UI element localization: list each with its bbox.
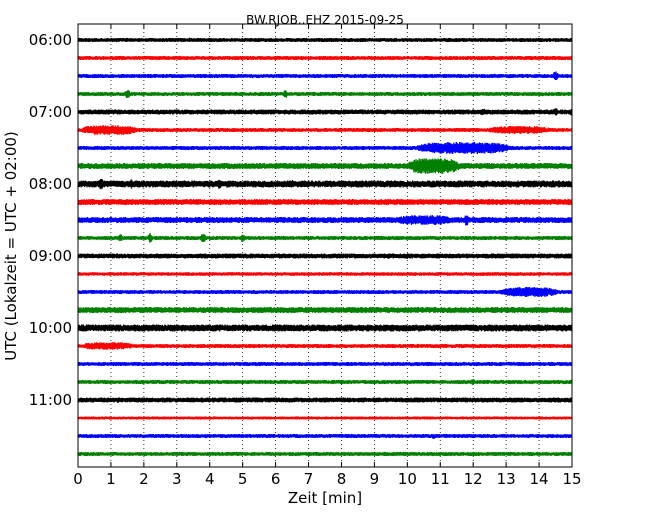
y-tick-label-0: 06:00: [29, 31, 72, 49]
x-tick-label-15: 15: [562, 470, 581, 488]
x-tick-label-8: 8: [337, 470, 347, 488]
trace-0700: [77, 108, 573, 116]
trace-0630: [77, 71, 573, 80]
plot-frame: [77, 23, 573, 468]
trace-1115: [77, 416, 573, 420]
x-tick-label-2: 2: [139, 470, 149, 488]
x-tick-label-11: 11: [431, 470, 450, 488]
trace-0930: [77, 287, 573, 298]
trace-0900: [77, 253, 573, 259]
x-tick-label-6: 6: [271, 470, 281, 488]
y-tick-label-5: 11:00: [29, 391, 72, 409]
trace-0845: [77, 233, 573, 243]
trace-0600: [77, 37, 573, 43]
x-axis-ticks: 0 1 2 3 4 5 6 7 8 9 10 11 12 13 14 15: [73, 24, 582, 488]
y-axis-label: UTC (Lokalzeit = UTC + 02:00): [2, 131, 20, 361]
trace-0830: [77, 215, 573, 226]
trace-0800: [77, 178, 573, 190]
trace-0730: [77, 142, 573, 154]
x-tick-label-13: 13: [497, 470, 516, 488]
x-tick-label-12: 12: [464, 470, 483, 488]
x-tick-label-1: 1: [106, 470, 116, 488]
trace-1130: [77, 433, 573, 439]
seismic-traces: [77, 37, 573, 457]
x-tick-label-10: 10: [398, 470, 417, 488]
y-tick-label-1: 07:00: [29, 103, 72, 121]
trace-0915: [77, 272, 573, 276]
x-tick-label-3: 3: [172, 470, 182, 488]
trace-1015: [77, 342, 573, 350]
x-axis-label: Zeit [min]: [288, 489, 362, 507]
trace-0615: [77, 55, 573, 61]
trace-0815: [77, 198, 573, 206]
y-tick-label-2: 08:00: [29, 175, 72, 193]
x-tick-label-9: 9: [370, 470, 380, 488]
trace-1030: [77, 361, 573, 367]
trace-1000: [77, 324, 573, 332]
trace-1045: [77, 379, 573, 385]
trace-0715: [77, 125, 573, 135]
x-tick-label-7: 7: [304, 470, 314, 488]
trace-1100: [77, 397, 573, 403]
chart-title: BW.RJOB..EHZ 2015-09-25: [246, 13, 404, 27]
trace-0745: [77, 158, 573, 174]
x-tick-label-14: 14: [530, 470, 549, 488]
y-tick-label-3: 09:00: [29, 247, 72, 265]
x-tick-label-4: 4: [205, 470, 215, 488]
x-tick-label-5: 5: [238, 470, 248, 488]
y-axis-ticks: 06:00 07:00 08:00 09:00 10:00 11:00: [29, 31, 572, 409]
trace-1145: [77, 451, 573, 457]
x-tick-label-0: 0: [73, 470, 83, 488]
y-tick-label-4: 10:00: [29, 319, 72, 337]
trace-0945: [77, 306, 573, 314]
trace-0645: [77, 90, 573, 99]
